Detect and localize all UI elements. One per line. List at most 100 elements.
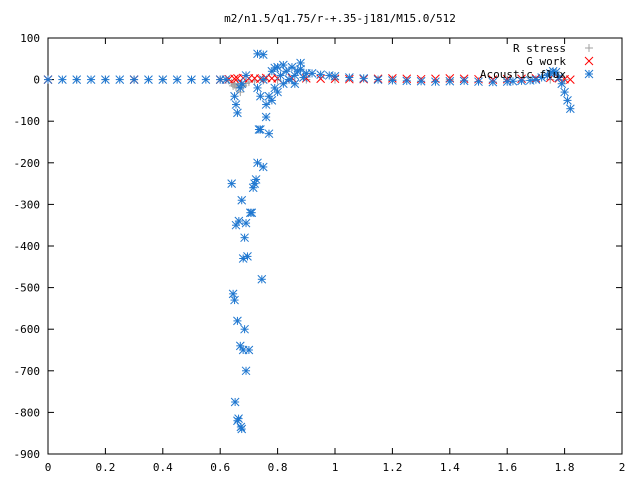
data-point [261,112,271,122]
data-point [290,79,300,89]
data-point [431,77,440,87]
x-tick-label: 1.4 [440,461,460,474]
data-point [237,79,247,89]
data-point [251,175,261,184]
data-point [474,77,483,87]
y-tick-label: -600 [14,323,41,336]
x-tick-label: 1.8 [555,461,575,474]
data-point [290,71,300,80]
data-point [258,75,268,84]
x-tick-label: 1.6 [497,461,517,474]
data-point [43,75,53,84]
data-point [267,96,277,105]
y-tick-label: -500 [14,282,41,295]
data-point [57,75,67,84]
x-tick-label: 0.8 [268,461,288,474]
y-tick-label: 0 [33,74,40,87]
data-point [531,75,541,84]
plot-area-frame [47,37,623,455]
data-point [258,162,268,172]
data-point [253,83,262,93]
data-point [270,63,280,73]
data-series [43,49,575,434]
data-point [101,75,110,84]
data-point [261,100,271,109]
data-point [243,252,252,261]
data-point [445,76,455,86]
data-point [256,91,265,101]
y-tick-label: -800 [14,406,41,419]
data-point [230,397,240,407]
data-point [256,125,265,134]
data-point [172,75,182,84]
data-point [565,104,575,114]
data-point [230,91,239,101]
data-point [508,76,518,86]
data-point [565,75,575,84]
x-tick-label: 1 [332,461,339,474]
data-point [402,76,412,86]
data-point [488,77,498,87]
data-point [237,195,247,205]
y-tick-label: -400 [14,240,41,253]
data-point [240,324,249,334]
data-point [231,100,241,109]
data-point [221,75,231,84]
data-point [230,295,239,305]
data-point [241,218,251,228]
data-point [388,76,397,85]
data-point [201,75,211,84]
data-point [253,158,262,168]
data-point [316,70,326,79]
data-point [359,73,369,83]
series-acoustic-flux [43,49,575,434]
legend-label: Acoustic flux [480,68,566,81]
data-point [115,75,125,84]
data-point [373,75,383,84]
data-point [241,71,251,80]
x-tick-label: 2 [619,461,626,474]
y-tick-label: -700 [14,365,41,378]
data-point [264,129,274,139]
y-tick-label: -300 [14,198,41,211]
x-tick-label: 0 [45,461,52,474]
legend-marker [584,69,594,79]
data-point [330,71,340,81]
data-point [517,76,526,86]
y-tick-label: -100 [14,115,41,128]
data-point [316,74,326,84]
x-tick-label: 0.2 [95,461,115,474]
y-tick-label: -200 [14,157,41,170]
legend-marker [584,56,594,66]
data-point [129,75,139,84]
data-point [296,64,305,74]
data-point [158,75,168,84]
data-point [296,58,305,68]
data-point [86,75,96,84]
data-point [459,76,469,86]
data-point [537,73,546,82]
chart-title: m2/n1.5/q1.75/r-+.35-j181/M15.0/512 [224,12,456,25]
data-point [144,75,153,84]
data-point [273,87,282,97]
y-tick-label: -900 [14,448,41,461]
data-point [240,233,249,243]
data-point [563,96,572,105]
legend-label: R stress [513,42,566,55]
data-point [235,341,245,351]
data-point [281,66,291,76]
data-point [258,50,268,59]
x-tick-label: 1.2 [382,461,402,474]
data-point [416,76,426,86]
data-point [237,424,247,434]
data-point [276,71,285,80]
axis-ticks: 0 0.2 0.4 0.6 0.8 1 1.2 1.4 1.6 1.8 2 100 0 -100 -200 -… [14,32,626,474]
data-point [287,62,297,72]
data-point [238,345,248,355]
x-tick-label: 0.6 [210,461,230,474]
data-point [560,87,569,97]
data-point [234,414,243,423]
data-point [230,74,239,84]
